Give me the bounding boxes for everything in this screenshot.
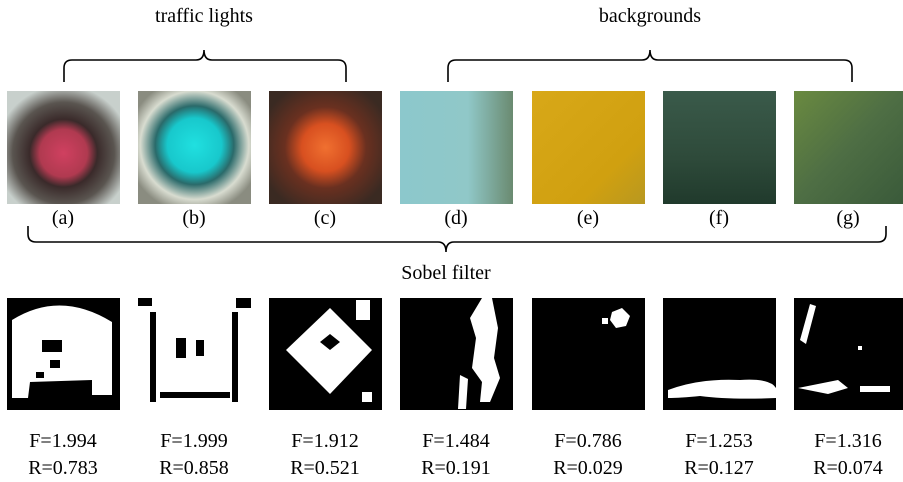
brace-label: traffic lights [155,5,253,27]
ratio-value: R=0.191 [421,457,491,479]
sobel-map [7,298,120,410]
figure: traffic lights backgrounds Sobel filter [0,0,903,482]
brace-label: backgrounds [599,5,701,27]
fractal-value: F=1.994 [29,430,96,452]
sobel-map [794,298,903,410]
fractal-value: F=1.253 [685,430,752,452]
fractal-value: F=1.484 [422,430,489,452]
brace [64,50,346,82]
brace-label: Sobel filter [401,262,491,284]
sobel-map [532,298,645,410]
panel-label: (f) [709,207,729,229]
fractal-value: F=1.912 [291,430,358,452]
image [794,91,903,204]
panel-label: (e) [577,207,599,229]
sobel-map [400,298,513,410]
sobel-map [663,298,776,410]
image [269,91,382,204]
fractal-value: F=1.999 [160,430,227,452]
ratio-value: R=0.783 [28,457,98,479]
ratio-value: R=0.029 [553,457,623,479]
image [400,91,513,204]
image [7,91,120,204]
sobel-map [269,298,382,410]
brace [448,50,852,82]
image [138,91,251,204]
image [532,91,645,204]
ratio-value: R=0.127 [684,457,754,479]
panel-label: (g) [836,207,859,229]
ratio-value: R=0.521 [290,457,360,479]
image [663,91,776,204]
ratio-value: R=0.858 [159,457,229,479]
brace [28,226,886,252]
sobel-map [138,298,251,410]
panel-label: (b) [182,207,205,229]
fractal-value: F=0.786 [554,430,621,452]
panel-label: (d) [444,207,467,229]
ratio-value: R=0.074 [813,457,883,479]
fractal-value: F=1.316 [814,430,881,452]
panel-label: (a) [52,207,74,229]
panel-label: (c) [314,207,336,229]
